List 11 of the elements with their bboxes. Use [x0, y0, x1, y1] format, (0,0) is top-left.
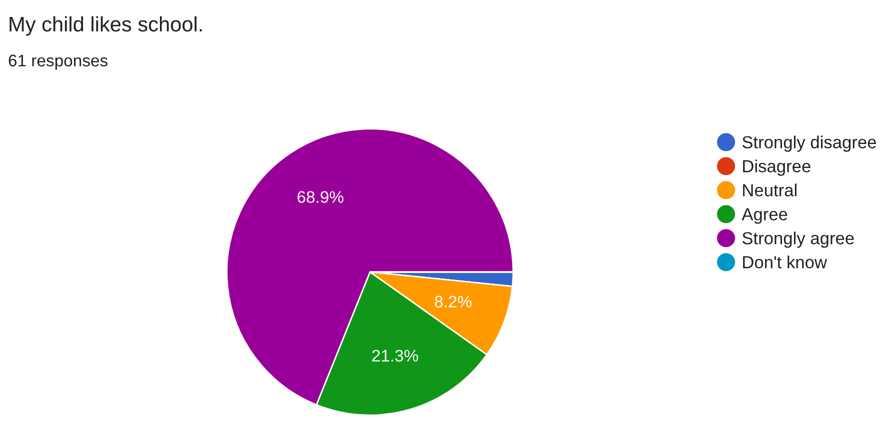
legend-label: Strongly agree: [742, 232, 854, 248]
legend-label: Don't know: [743, 256, 828, 268]
legend-label: Disagree: [743, 160, 810, 176]
data-label: 21.3%: [372, 350, 418, 362]
data-label: 68.9%: [298, 191, 344, 203]
legend-label: Neutral: [743, 184, 796, 196]
chart-title: My child likes school.: [10, 16, 202, 36]
data-label: 8.2%: [434, 296, 472, 308]
legend-label: Strongly disagree: [742, 136, 876, 152]
text: 61 responses: [8, 54, 108, 70]
legend-label: Agree: [742, 208, 788, 224]
